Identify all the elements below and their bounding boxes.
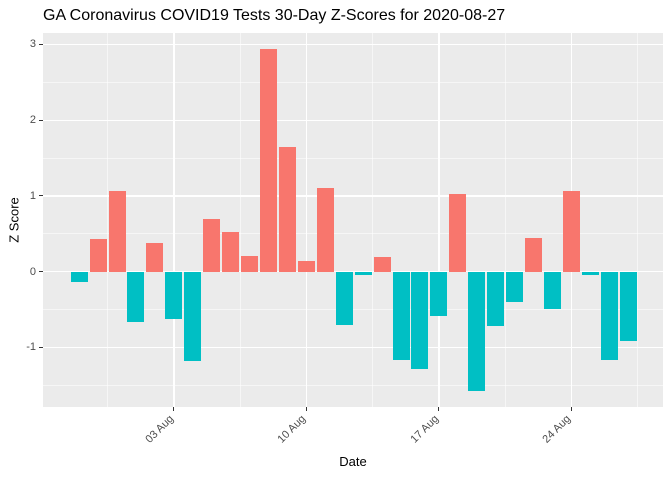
- gridline-major-vertical: [438, 33, 440, 407]
- y-axis-tick: [39, 346, 43, 348]
- x-axis-tick-label-text: 10 Aug: [275, 412, 309, 446]
- gridline-minor-horizontal: [43, 233, 663, 235]
- bar-negative: [184, 271, 202, 362]
- bar-positive: [89, 239, 107, 272]
- x-axis-title: Date: [339, 454, 367, 469]
- bar-positive: [146, 242, 164, 272]
- x-axis-tick: [438, 407, 440, 411]
- gridline-minor-horizontal: [43, 309, 663, 311]
- gridline-major-horizontal: [43, 271, 663, 273]
- bar-negative: [619, 271, 637, 341]
- bar-positive: [222, 232, 240, 272]
- x-axis-tick-label-text: 17 Aug: [408, 412, 441, 446]
- bar-negative: [600, 271, 618, 361]
- gridline-major-horizontal: [43, 43, 663, 46]
- bar-positive: [203, 218, 221, 272]
- bar-positive: [108, 190, 126, 272]
- bar-negative: [354, 271, 372, 275]
- bar-negative: [581, 271, 599, 276]
- x-axis-tick: [570, 407, 572, 411]
- bar-positive: [297, 261, 315, 272]
- bar-positive: [525, 237, 543, 272]
- bar-positive: [278, 146, 296, 272]
- gridline-major-vertical: [305, 33, 308, 407]
- y-axis-tick-label: 3: [29, 38, 36, 51]
- y-axis-tick-label: -1: [26, 341, 36, 354]
- gridline-minor-vertical: [637, 33, 639, 407]
- bar-positive: [316, 187, 334, 272]
- gridline-minor-vertical: [239, 33, 241, 407]
- y-axis-title-text: Z Score: [6, 197, 22, 243]
- bar-positive: [562, 190, 580, 272]
- gridline-minor-vertical: [372, 33, 374, 407]
- x-axis-tick-label-text: 24 Aug: [540, 412, 574, 446]
- x-axis-tick: [173, 407, 175, 411]
- gridline-major-horizontal: [43, 195, 663, 197]
- bar-negative: [468, 271, 486, 392]
- y-axis-tick: [39, 195, 43, 197]
- gridline-minor-vertical: [504, 33, 506, 407]
- bar-positive: [373, 256, 391, 272]
- chart-title: GA Coronavirus COVID19 Tests 30-Day Z-Sc…: [43, 7, 506, 24]
- y-axis-tick-label: 0: [29, 265, 36, 278]
- bar-negative: [487, 271, 505, 327]
- gridline-major-vertical: [173, 33, 175, 407]
- y-axis-tick: [39, 119, 43, 121]
- y-axis-tick: [39, 271, 43, 273]
- x-axis-tick: [305, 407, 307, 411]
- bar-negative: [392, 271, 410, 361]
- gridline-major-horizontal: [43, 119, 663, 121]
- y-axis-tick-label: 2: [29, 114, 36, 127]
- gridline-minor-horizontal: [43, 384, 663, 386]
- gridline-minor-vertical: [107, 33, 109, 407]
- gridline-minor-horizontal: [43, 157, 663, 159]
- y-axis-tick: [39, 43, 43, 45]
- bar-negative: [335, 271, 353, 325]
- bar-negative: [430, 271, 448, 316]
- bar-negative: [165, 271, 183, 319]
- y-axis-tick-label: 1: [29, 189, 36, 202]
- bar-positive: [260, 48, 277, 272]
- bar-negative: [127, 271, 145, 323]
- gridline-major-horizontal: [43, 346, 663, 349]
- x-axis-tick-label-text: 03 Aug: [143, 412, 176, 446]
- bar-negative: [70, 271, 88, 282]
- bar-positive: [241, 255, 259, 272]
- bar-positive: [449, 194, 467, 272]
- plot-panel: [43, 33, 663, 407]
- bar-negative: [543, 271, 561, 309]
- bar-negative: [411, 271, 429, 370]
- bar-negative: [506, 271, 524, 302]
- gridline-minor-horizontal: [43, 81, 663, 83]
